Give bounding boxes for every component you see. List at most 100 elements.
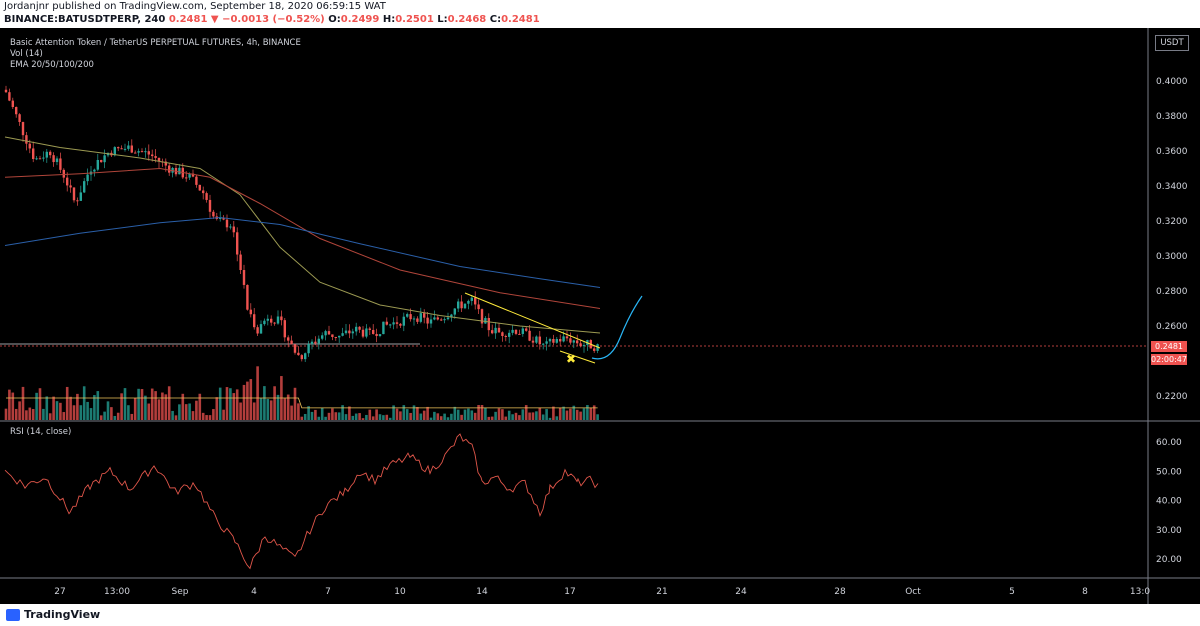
candle-body [69,185,72,188]
candle-body [344,330,348,334]
candle-body [440,319,443,321]
candle-body [555,339,558,343]
currency-label[interactable]: USDT [1155,35,1189,51]
volume-bar [385,414,389,420]
candle-body [287,337,290,341]
candle-body [130,145,133,153]
volume-bar [504,416,508,420]
time-tick-label: 27 [54,587,65,597]
volume-bar [378,414,382,420]
volume-bar [429,417,433,420]
volume-bar [307,406,310,420]
volume-bar [286,394,290,420]
candle-body [28,143,31,149]
rsi-legend[interactable]: RSI (14, close) [10,427,72,437]
volume-bar [86,401,89,420]
ema-line [4,216,601,288]
candle-body [361,329,365,337]
candle-body [474,297,477,305]
candle-body [42,157,45,159]
candle-body [96,159,99,170]
volume-legend[interactable]: Vol (14) [10,49,43,59]
candle-body [518,333,521,335]
candle-body [195,176,198,185]
volume-bar [120,393,123,420]
volume-bar [38,388,42,420]
volume-bar [195,400,198,420]
rsi-tick-label: 60.00 [1156,438,1182,448]
candle-body [317,338,320,344]
candle-body [11,100,14,108]
candle-body [310,341,314,345]
candle-body [433,317,436,320]
volume-bar [416,407,419,420]
candle-body [378,334,382,337]
volume-bar [208,415,212,420]
candle-body [123,148,127,150]
volume-bar [89,408,93,420]
volume-bar [470,410,474,420]
volume-bar [293,387,297,420]
volume-bar [422,410,426,420]
candle-body [263,320,266,325]
candle-body [15,107,18,115]
candle-body [511,329,514,333]
volume-bar [259,398,263,420]
candle-body [450,314,453,318]
volume-bar [511,414,514,420]
volume-bar [76,393,79,420]
volume-bar [232,393,236,420]
price-tick-label: 0.3200 [1156,217,1188,227]
volume-bar [439,416,443,420]
candle-body [385,321,388,325]
candle-body [280,316,283,321]
time-tick-label: 21 [656,587,667,597]
candle-body [185,177,188,179]
high-value: 0.2501 [395,14,434,25]
volume-bar [562,406,565,420]
rsi-tick-label: 40.00 [1156,497,1182,507]
ema-legend[interactable]: EMA 20/50/100/200 [10,60,94,70]
candle-body [508,332,511,337]
candle-body [528,330,531,341]
candle-body [484,317,487,324]
volume-bar [317,416,321,420]
candle-body [147,151,150,155]
candle-body [395,322,399,324]
volume-bar [147,403,151,420]
volume-bar [337,412,341,420]
candle-body [103,155,106,163]
candlesticks [4,85,599,363]
volume-bar [167,386,171,420]
candle-body [504,336,507,338]
volume-bar [565,410,569,420]
volume-bar [252,402,256,420]
volume-bar [35,392,38,420]
time-tick-label: Sep [172,587,189,597]
volume-bar [65,386,69,420]
candle-body [304,353,307,360]
last-price: 0.2481 [168,14,208,25]
volume-bar [239,402,242,420]
candle-body [372,329,375,334]
chart-canvas[interactable]: ✖ 0.40000.38000.36000.34000.32000.30000.… [0,28,1200,604]
time-tick-label: 8 [1082,587,1088,597]
volume-bar [371,416,375,420]
chart-area[interactable]: ✖ 0.4000 0.3800 0.3600 0.3400 0.3200 0.3000 0.… [0,28,1200,604]
candle-body [497,327,501,333]
candle-body [467,300,470,304]
price-tick-label: 0.2200 [1156,392,1188,402]
candle-body [137,151,140,153]
volume-bar [473,412,477,420]
candle-body [38,158,42,160]
price-tick-label: 0.3400 [1156,182,1188,192]
candle-body [477,304,480,310]
candle-body [569,338,572,343]
volume-bar [273,386,276,420]
volume-bar [446,417,450,420]
volume-bar [324,416,327,420]
volume-bar [528,412,531,420]
volume-bar [212,409,215,420]
volume-bar [531,412,535,420]
volume-bar [579,411,582,420]
